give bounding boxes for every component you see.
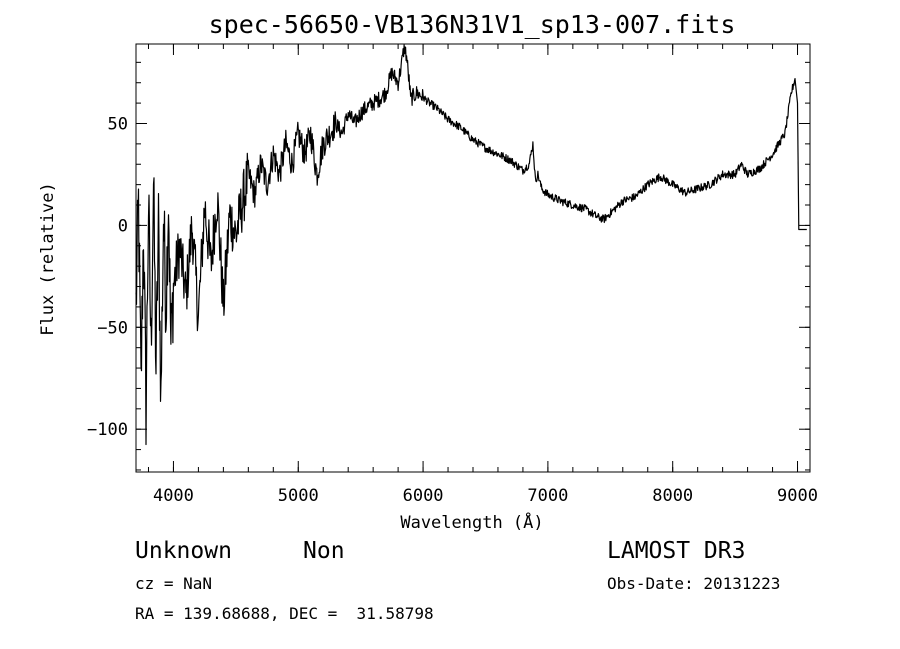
chart-title: spec-56650-VB136N31V1_sp13-007.fits bbox=[209, 10, 736, 39]
x-tick-label: 5000 bbox=[278, 486, 319, 506]
y-tick-label: 50 bbox=[108, 114, 128, 134]
x-tick-label: 4000 bbox=[153, 486, 194, 506]
ra-dec-coords: RA = 139.68688, DEC = 31.58798 bbox=[135, 604, 434, 623]
object-subclass: Non bbox=[303, 538, 345, 564]
y-axis-label: Flux (relative) bbox=[38, 182, 58, 336]
x-tick-label: 7000 bbox=[527, 486, 568, 506]
x-tick-label: 6000 bbox=[403, 486, 444, 506]
survey-name: LAMOST DR3 bbox=[607, 538, 746, 564]
spectrum-line bbox=[135, 44, 807, 446]
x-axis-label: Wavelength (Å) bbox=[400, 511, 543, 533]
y-tick-label: −50 bbox=[97, 318, 128, 338]
obs-date: Obs-Date: 20131223 bbox=[607, 574, 781, 593]
tick-labels: 4000 5000 6000 7000 8000 9000 −100 −50 0 50 bbox=[87, 114, 818, 506]
object-class: Unknown bbox=[135, 538, 232, 564]
redshift-cz: cz = NaN bbox=[135, 574, 213, 593]
axis-ticks bbox=[136, 44, 810, 472]
x-tick-label: 9000 bbox=[777, 486, 818, 506]
y-tick-label: −100 bbox=[87, 420, 128, 440]
y-tick-label: 0 bbox=[118, 216, 128, 236]
plot-frame bbox=[135, 43, 811, 473]
x-tick-label: 8000 bbox=[652, 486, 693, 506]
